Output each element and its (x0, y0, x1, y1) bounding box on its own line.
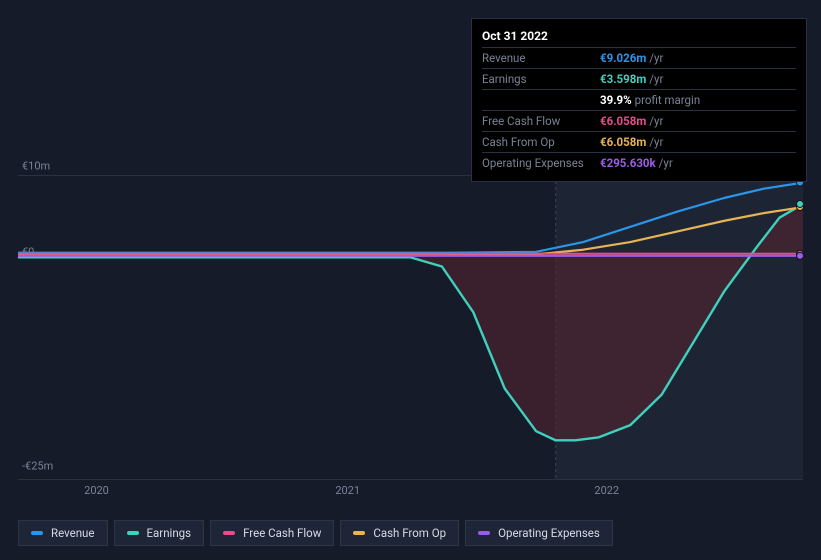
tooltip-row-unit: profit margin (635, 93, 701, 107)
legend-label: Revenue (51, 526, 95, 540)
tooltip-row-value: 39.9% (600, 93, 632, 107)
x-axis: 2020 2021 2022 (18, 484, 803, 502)
tooltip-row-value: €6.058m (600, 114, 646, 128)
tooltip-row-unit: /yr (649, 114, 663, 128)
tooltip-row-label: Revenue (482, 51, 600, 65)
tooltip-row: Free Cash Flow€6.058m/yr (482, 110, 796, 131)
y-axis-label-top: €10m (22, 160, 50, 173)
tooltip-row-value: €6.058m (600, 135, 646, 149)
data-tooltip: Oct 31 2022 Revenue€9.026m/yrEarnings€3.… (471, 18, 807, 182)
legend-swatch (127, 531, 139, 535)
legend-swatch (31, 531, 43, 535)
legend-swatch (353, 531, 365, 535)
legend-label: Earnings (147, 526, 192, 540)
legend-label: Cash From Op (373, 526, 446, 540)
legend-swatch (478, 531, 490, 535)
legend-item[interactable]: Free Cash Flow (210, 520, 334, 546)
legend-swatch (223, 531, 235, 535)
tooltip-row-value: €3.598m (600, 72, 646, 86)
tooltip-date: Oct 31 2022 (482, 25, 796, 47)
legend-item[interactable]: Earnings (114, 520, 205, 546)
legend-item[interactable]: Revenue (18, 520, 108, 546)
legend-label: Operating Expenses (498, 526, 600, 540)
legend: Revenue Earnings Free Cash Flow Cash From O… (18, 520, 613, 546)
tooltip-row-label: Free Cash Flow (482, 114, 600, 128)
tooltip-row-label: Cash From Op (482, 135, 600, 149)
tooltip-row-unit: /yr (649, 72, 663, 86)
tooltip-row-unit: /yr (649, 135, 663, 149)
tooltip-row: Operating Expenses€295.630k/yr (482, 152, 796, 173)
x-axis-label: 2021 (335, 484, 360, 497)
tooltip-row: 39.9%profit margin (482, 89, 796, 110)
tooltip-row-label: Earnings (482, 72, 600, 86)
tooltip-row-value: €9.026m (600, 51, 646, 65)
tooltip-row: Revenue€9.026m/yr (482, 47, 796, 68)
x-axis-label: 2020 (84, 484, 109, 497)
tooltip-row-label: Operating Expenses (482, 156, 600, 170)
tooltip-row-unit: /yr (649, 51, 663, 65)
tooltip-row-value: €295.630k (600, 156, 656, 170)
tooltip-row: Cash From Op€6.058m/yr (482, 131, 796, 152)
legend-item[interactable]: Operating Expenses (465, 520, 613, 546)
legend-label: Free Cash Flow (243, 526, 321, 540)
tooltip-row-unit: /yr (659, 156, 673, 170)
line-chart-svg (18, 175, 803, 480)
tooltip-row: Earnings€3.598m/yr (482, 68, 796, 89)
chart-area[interactable] (18, 175, 803, 480)
legend-item[interactable]: Cash From Op (340, 520, 459, 546)
x-axis-label: 2022 (594, 484, 619, 497)
